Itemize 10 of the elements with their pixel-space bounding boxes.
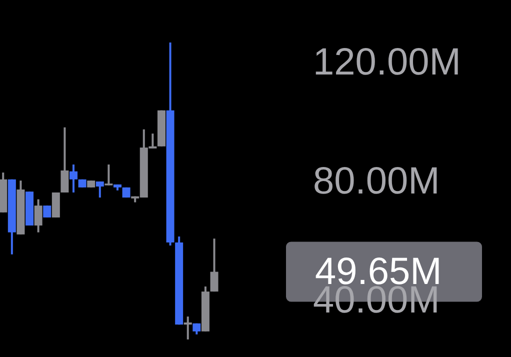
candlestick <box>70 164 78 194</box>
candlestick <box>210 238 218 293</box>
candlestick <box>60 126 69 194</box>
candlestick <box>184 316 192 340</box>
candlestick <box>96 180 104 199</box>
y-tick-label: 80.00M <box>313 160 440 202</box>
candlestick <box>104 164 113 186</box>
y-tick-label: 120.00M <box>313 41 461 84</box>
candlestick <box>34 198 42 234</box>
candlestick <box>43 204 52 218</box>
